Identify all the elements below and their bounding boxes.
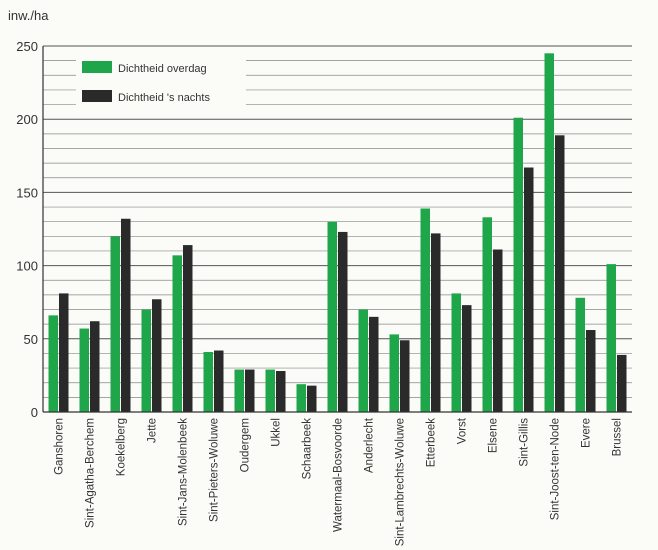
x-category-label: Etterbeek <box>426 418 438 467</box>
bar-night <box>307 385 317 412</box>
bar-night <box>245 369 255 412</box>
bar-night <box>493 249 503 412</box>
bar-night <box>555 135 565 412</box>
y-tick-label: 50 <box>24 332 38 347</box>
bar-night <box>431 233 441 412</box>
bar-night <box>524 167 534 412</box>
legend-label-day: Dichtheid overdag <box>118 63 207 75</box>
bar-night <box>338 231 348 412</box>
bar-day <box>327 221 337 412</box>
bar-night <box>90 321 100 412</box>
grid-lines <box>43 45 632 398</box>
bar-night <box>276 371 286 412</box>
bar-night <box>152 299 162 412</box>
y-tick-label: 200 <box>16 112 38 127</box>
bar-day <box>544 53 554 412</box>
bar-day <box>606 264 616 412</box>
x-category-label: Brussel <box>612 418 624 456</box>
bar-day <box>203 351 213 412</box>
x-category-label: Koekelberg <box>116 418 128 476</box>
bar-night <box>183 245 193 412</box>
bar-night <box>586 330 596 412</box>
bar-night <box>462 305 472 412</box>
x-category-label: Sint-Pieters-Woluwe <box>209 418 221 522</box>
legend-swatch-night <box>82 90 112 102</box>
x-category-label: Evere <box>581 418 593 448</box>
legend-label-night: Dichtheid 's nachts <box>118 92 210 104</box>
bar-day <box>296 384 306 412</box>
x-category-label: Watermaal-Bosvoorde <box>333 418 345 532</box>
x-category-label: Jette <box>147 418 159 443</box>
legend: Dichtheid overdag Dichtheid 's nachts <box>76 55 246 111</box>
x-category-label: Elsene <box>488 418 500 453</box>
bar-day <box>420 208 430 412</box>
bar-day <box>358 309 368 412</box>
x-axis-labels: Ganshoren Sint-Agatha-Berchem Koekelberg Je… <box>54 417 624 546</box>
bar-day <box>79 328 89 412</box>
bar-day <box>451 293 461 412</box>
y-tick-label: 150 <box>16 185 38 200</box>
x-category-label: Sint-Gillis <box>519 418 531 467</box>
x-category-label: Ganshoren <box>54 418 66 475</box>
bar-night <box>59 293 69 412</box>
bar-day <box>575 297 585 412</box>
bars <box>48 53 627 413</box>
x-category-label: Ukkel <box>271 418 283 447</box>
x-category-label: Sint-Joost-ten-Node <box>550 418 562 520</box>
x-category-label: Oudergem <box>240 418 252 472</box>
bar-day <box>48 315 58 412</box>
legend-swatch-day <box>82 61 112 73</box>
x-category-label: Sint-Lambrechts-Woluwe <box>395 418 407 546</box>
y-tick-label: 250 <box>16 39 38 54</box>
y-axis-unit: inw./ha <box>8 8 49 23</box>
y-tick-label: 100 <box>16 259 38 274</box>
bar-day <box>234 369 244 412</box>
x-category-label: Sint-Jans-Molenbeek <box>178 418 190 526</box>
y-axis-ticks: 0 50 100 150 200 250 <box>16 39 38 420</box>
bar-night <box>369 316 379 412</box>
x-category-label: Vorst <box>457 417 469 444</box>
bar-day <box>141 309 151 412</box>
bar-day <box>110 236 120 412</box>
bar-day <box>513 117 523 413</box>
x-category-label: Sint-Agatha-Berchem <box>85 418 97 528</box>
bar-day <box>389 334 399 412</box>
bar-night <box>214 350 224 412</box>
x-category-label: Schaarbeek <box>302 418 314 480</box>
bar-night <box>400 340 410 412</box>
x-category-label: Anderlecht <box>364 417 376 473</box>
y-tick-label: 0 <box>31 405 38 420</box>
bar-night <box>121 218 131 412</box>
bar-day <box>265 369 275 412</box>
bar-night <box>617 354 627 412</box>
bar-day <box>172 255 182 412</box>
bar-day <box>482 217 492 412</box>
